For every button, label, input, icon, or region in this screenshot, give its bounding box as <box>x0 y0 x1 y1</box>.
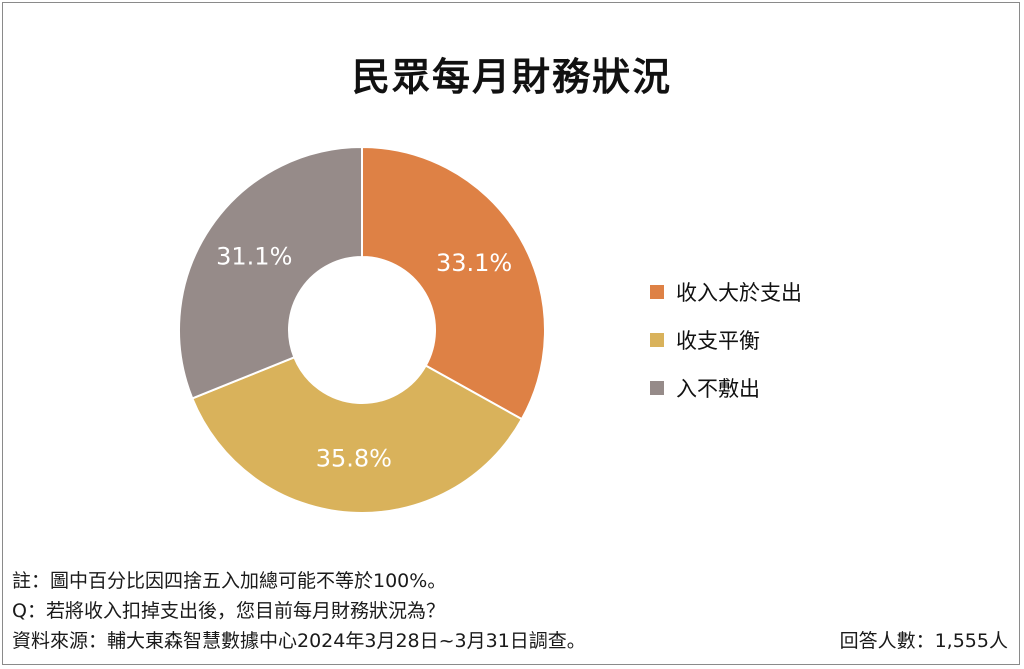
rounding-note: 註：圖中百分比因四捨五入加總可能不等於100%。 <box>12 570 447 592</box>
source-line: 資料來源：輔大東森智慧數據中心2024年3月28日~3月31日調查。 回答人數：… <box>12 626 1012 656</box>
source-note: 資料來源：輔大東森智慧數據中心2024年3月28日~3月31日調查。 <box>12 630 586 652</box>
legend-swatch-2 <box>650 381 664 395</box>
survey-question: Q：若將收入扣掉支出後，您目前每月財務狀況為？ <box>12 600 445 622</box>
donut-slice-1 <box>190 355 524 514</box>
legend-item-2: 入不敷出 <box>650 376 802 401</box>
legend-item-1: 收支平衡 <box>650 328 802 353</box>
chart-title: 民眾每月財務狀況 <box>351 55 672 99</box>
legend-item-0: 收入大於支出 <box>650 280 802 305</box>
slice-value-label-2: 31.1% <box>216 242 292 270</box>
legend-label-0: 收入大於支出 <box>676 281 802 305</box>
legend-label-1: 收支平衡 <box>676 329 760 353</box>
respondent-count: 回答人數：1,555人 <box>839 630 1008 652</box>
slice-value-label-1: 35.8% <box>316 445 392 473</box>
slice-value-label-0: 33.1% <box>436 249 512 277</box>
donut-slice-2 <box>178 145 363 400</box>
donut-slice-0 <box>361 145 546 421</box>
legend-label-2: 入不敷出 <box>676 377 760 401</box>
legend-swatch-1 <box>650 333 664 347</box>
legend: 收入大於支出 收支平衡 入不敷出 <box>650 280 802 424</box>
legend-swatch-0 <box>650 285 664 299</box>
footnotes: 註：圖中百分比因四捨五入加總可能不等於100%。 Q：若將收入扣掉支出後，您目前… <box>12 566 1012 656</box>
